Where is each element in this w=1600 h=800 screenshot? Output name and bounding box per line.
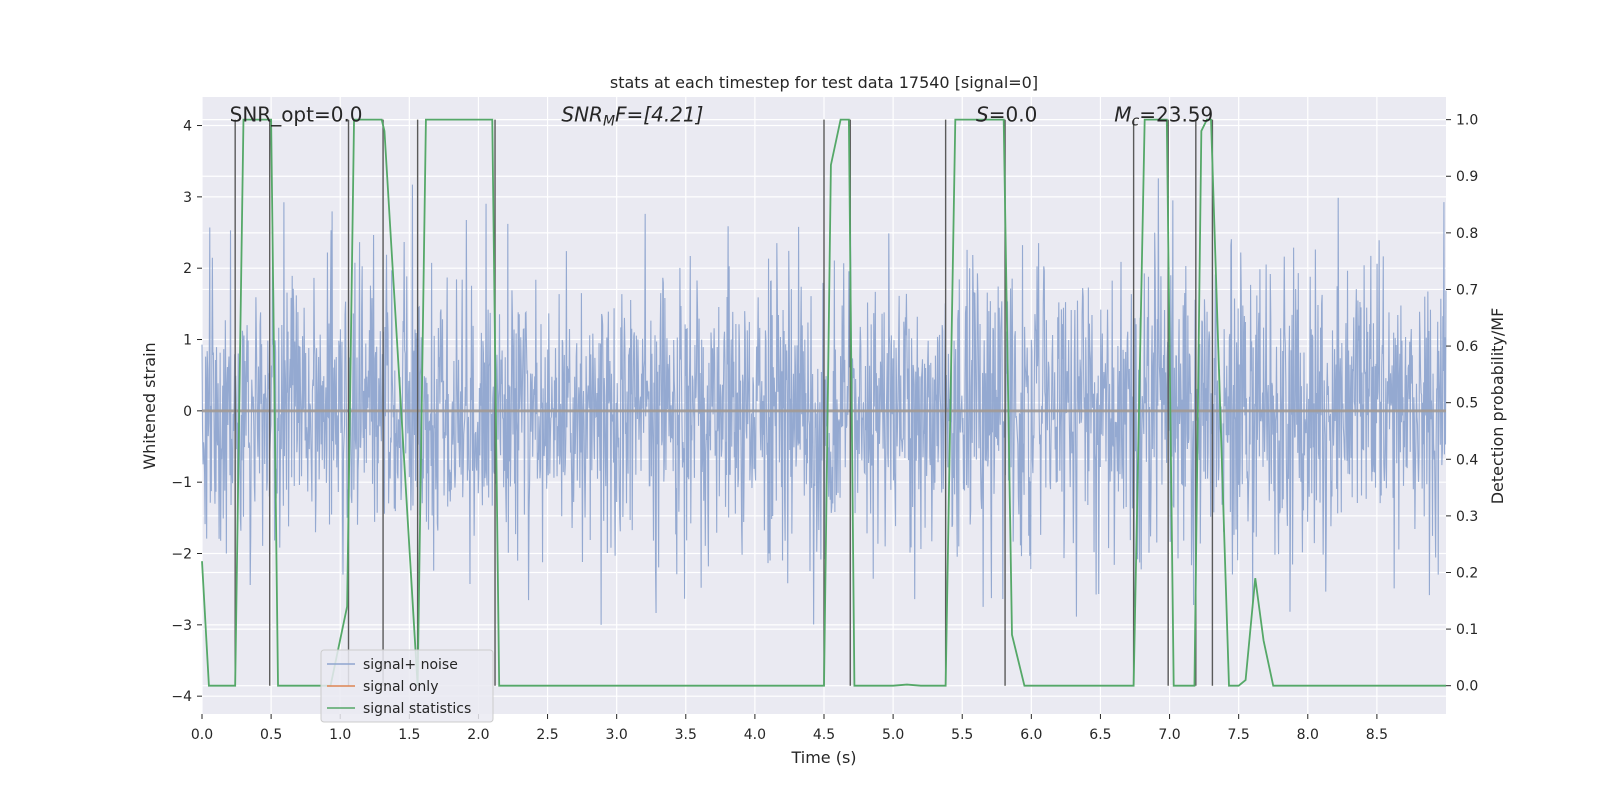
annotation: SNRMF=[4.21] bbox=[561, 103, 703, 130]
x-tick-label: 0.0 bbox=[191, 727, 213, 743]
axes: 0.0 0.5 1.0 1.5 2.0 2.5 3.0 3.5 4.0 4.5 5.0 5.5 6.0 6… bbox=[171, 113, 1478, 743]
chart-title: stats at each timestep for test data 175… bbox=[610, 73, 1038, 92]
x-tick-label: 6.0 bbox=[1020, 727, 1042, 743]
x-tick-label: 3.5 bbox=[675, 727, 697, 743]
y-axis-label: Whitened strain bbox=[140, 342, 159, 469]
y-tick-label: 3 bbox=[183, 190, 192, 206]
annotation: S=0.0 bbox=[976, 103, 1037, 127]
y-tick-label: 0 bbox=[183, 404, 192, 420]
x-tick-label: 1.5 bbox=[398, 727, 420, 743]
annotation-main: M bbox=[1114, 103, 1131, 127]
x-tick-label: 8.5 bbox=[1366, 727, 1388, 743]
annotation-sub: M bbox=[603, 114, 615, 130]
annotation-tail: F=[4.21] bbox=[615, 103, 703, 127]
x-tick-label: 3.0 bbox=[606, 727, 628, 743]
legend-label: signal statistics bbox=[363, 701, 471, 717]
x-tick-label: 7.0 bbox=[1158, 727, 1180, 743]
y-right-tick-label: 0.0 bbox=[1456, 679, 1478, 695]
y-right-tick-label: 0.7 bbox=[1456, 282, 1478, 298]
y-right-tick-label: 0.9 bbox=[1456, 169, 1478, 185]
y-right-tick-label: 0.5 bbox=[1456, 396, 1478, 412]
y-tick-label: 2 bbox=[183, 261, 192, 277]
x-tick-label: 6.5 bbox=[1089, 727, 1111, 743]
annotation-tail: =0.0 bbox=[989, 103, 1038, 127]
x-axis-label: Time (s) bbox=[790, 748, 856, 767]
annotations: SNR_opt=0.0 SNRMF=[4.21] S=0.0 Mc=23.59 bbox=[230, 103, 1214, 130]
legend-label: signal only bbox=[363, 679, 438, 695]
y-tick-label: −3 bbox=[171, 618, 192, 634]
x-tick-label: 7.5 bbox=[1228, 727, 1250, 743]
x-tick-label: 8.0 bbox=[1297, 727, 1319, 743]
signal-statistics-series bbox=[201, 118, 1446, 687]
annotation-main: S bbox=[976, 103, 989, 127]
annotation-sub: c bbox=[1132, 114, 1140, 130]
annotation-main: SNR bbox=[561, 103, 603, 127]
y-right-tick-label: 0.4 bbox=[1456, 452, 1478, 468]
annotation: SNR_opt=0.0 bbox=[230, 103, 363, 127]
annotation: Mc=23.59 bbox=[1114, 103, 1213, 130]
legend-label: signal+ noise bbox=[363, 657, 458, 673]
y-right-tick-label: 0.1 bbox=[1456, 622, 1478, 638]
y-tick-label: 1 bbox=[183, 333, 192, 349]
x-tick-label: 4.5 bbox=[813, 727, 835, 743]
y-tick-label: −2 bbox=[171, 547, 192, 563]
legend-box bbox=[320, 649, 494, 723]
y-right-axis-label: Detection probability/MF bbox=[1488, 308, 1507, 505]
x-tick-label: 5.0 bbox=[882, 727, 904, 743]
x-tick-label: 1.0 bbox=[329, 727, 351, 743]
y-tick-label: 4 bbox=[183, 119, 192, 135]
y-right-tick-label: 0.6 bbox=[1456, 339, 1478, 355]
x-tick-label: 2.5 bbox=[536, 727, 558, 743]
x-tick-label: 4.0 bbox=[744, 727, 766, 743]
y-right-tick-label: 0.8 bbox=[1456, 226, 1478, 242]
x-tick-label: 2.0 bbox=[467, 727, 489, 743]
y-tick-label: −1 bbox=[171, 475, 192, 491]
legend: signal+ noise signal only signal statistic… bbox=[320, 649, 494, 723]
y-tick-label: −4 bbox=[171, 689, 192, 705]
y-right-tick-label: 0.3 bbox=[1456, 509, 1478, 525]
signal-statistics-line bbox=[201, 118, 1446, 687]
y-right-tick-label: 1.0 bbox=[1456, 113, 1478, 129]
y-right-tick-label: 0.2 bbox=[1456, 565, 1478, 581]
annotation-tail: =23.59 bbox=[1139, 103, 1213, 127]
x-tick-label: 5.5 bbox=[951, 727, 973, 743]
x-tick-label: 0.5 bbox=[260, 727, 282, 743]
